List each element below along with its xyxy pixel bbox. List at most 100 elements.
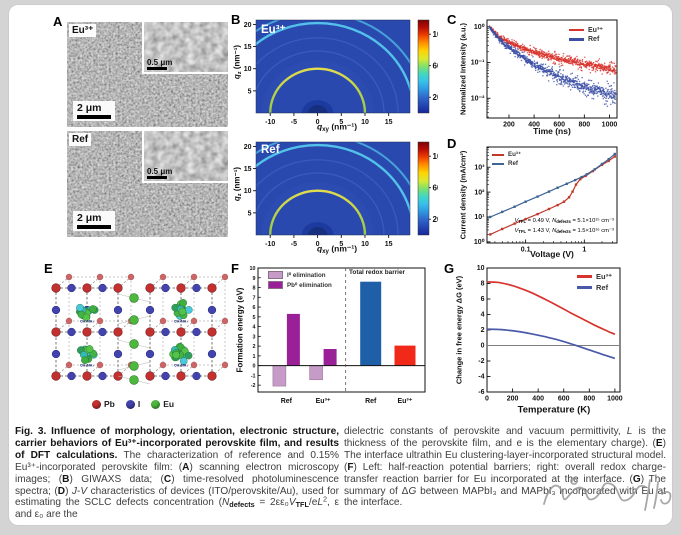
- sem-inset-eu: 0.5 μm: [142, 22, 228, 74]
- panel-a-label: A: [53, 14, 63, 29]
- svg-text:0: 0: [316, 119, 320, 126]
- svg-text:15: 15: [244, 166, 252, 173]
- svg-text:2: 2: [253, 344, 256, 350]
- formation-legend: I⁰ elimination Pb⁰ elimination: [268, 271, 332, 291]
- svg-text:400: 400: [532, 396, 544, 403]
- legend-item: Ref: [569, 36, 603, 43]
- legend-eu: Eu: [151, 399, 174, 409]
- giwaxs-tag-eu: Eu³⁺: [261, 24, 286, 36]
- svg-text:-6: -6: [478, 389, 484, 396]
- giwaxs-ylabel-ref: qz (nm⁻¹): [232, 166, 243, 202]
- svg-text:2: 2: [481, 327, 485, 334]
- trpl-chart: 200 400 600 800 1000 10⁰ 10⁻¹ 10⁻²: [471, 19, 618, 129]
- svg-text:15: 15: [244, 44, 252, 51]
- svg-text:CH₃NH₃: CH₃NH₃: [80, 364, 94, 368]
- svg-text:600: 600: [433, 184, 439, 193]
- ch3nh3-cluster: CH₃NH₃: [171, 299, 193, 324]
- svg-text:10³: 10³: [474, 164, 485, 171]
- trpl-ylabel: Normalized Intensity (a.u.): [458, 23, 468, 115]
- svg-text:-10: -10: [265, 241, 275, 248]
- svg-text:200: 200: [433, 215, 439, 224]
- category-label: Eu³⁺: [316, 398, 331, 405]
- pb-atom-icon: [92, 399, 101, 409]
- svg-text:5: 5: [248, 210, 252, 217]
- svg-text:4: 4: [481, 312, 485, 319]
- svg-text:-1: -1: [251, 373, 256, 379]
- svg-text:5: 5: [253, 315, 256, 321]
- jv-chart: 0.1 1 10⁰ 10¹ 10² 10³: [474, 146, 618, 254]
- svg-text:8: 8: [481, 281, 485, 288]
- series-ref: [489, 152, 616, 219]
- crystal-lattice: CH₃NH₃ CH₃NH₃ CH₃NH₃ CH₃NH₃: [51, 273, 228, 385]
- giwaxs-tag-ref: Ref: [261, 144, 280, 156]
- trpl-xlabel: Time (ns): [533, 126, 571, 136]
- svg-text:1: 1: [582, 247, 586, 254]
- svg-text:15: 15: [385, 241, 393, 248]
- svg-text:1000: 1000: [602, 122, 618, 129]
- jv-xlabel: Voltage (V): [530, 249, 574, 259]
- caption-right-column: dielectric constants of perovskite and v…: [344, 426, 666, 509]
- annotation-eu: VTFL = 0.49 V, Ndefects = 5.1×10¹⁵ cm⁻³: [514, 218, 614, 225]
- svg-text:0: 0: [481, 343, 485, 350]
- svg-text:20: 20: [244, 144, 252, 151]
- svg-text:-10: -10: [265, 119, 275, 126]
- svg-text:5: 5: [248, 88, 252, 95]
- legend-item: Eu³⁺: [569, 26, 603, 34]
- scalebar-eu: 2 μm: [73, 101, 115, 121]
- svg-text:0: 0: [485, 396, 489, 403]
- sem-image-ref: Ref 0.5 μm 2 μm: [67, 131, 228, 237]
- sem-tag-ref: Ref: [69, 133, 92, 146]
- inset-scalebar: 0.5 μm: [147, 58, 172, 70]
- bars: [258, 268, 425, 392]
- panel-c-label: C: [447, 12, 457, 27]
- inset-scalebar: 0.5 μm: [147, 167, 172, 179]
- eu-atom-icon: [151, 399, 161, 409]
- svg-text:600: 600: [433, 62, 439, 71]
- legend-i: I: [125, 399, 140, 409]
- free-energy-xlabel: Temperature (K): [517, 404, 591, 416]
- svg-text:10: 10: [361, 119, 369, 126]
- panel-e-label: E: [44, 261, 53, 276]
- svg-text:-2: -2: [251, 383, 256, 389]
- sem-inset-ref: 0.5 μm: [142, 131, 228, 183]
- legend-item: Pb⁰ elimination: [268, 281, 332, 289]
- formation-energy-chart: -2 -1 0 1 2 3 4 5 6 7 8 9 10 Ref Eu³⁺ Ref Eu³⁺: [250, 266, 426, 405]
- free-energy-legend: Eu³⁺ Ref: [577, 272, 612, 294]
- svg-text:10²: 10²: [474, 189, 485, 196]
- svg-text:CH₃NH₃: CH₃NH₃: [80, 320, 94, 324]
- sem-inset-texture: [144, 22, 228, 72]
- svg-text:8: 8: [253, 286, 256, 292]
- atom-legend: Pb I Eu: [92, 399, 174, 409]
- svg-text:10: 10: [250, 266, 256, 272]
- trpl-legend: Eu³⁺ Ref: [569, 26, 603, 45]
- category-label: Eu³⁺: [397, 398, 412, 405]
- giwaxs-pattern: [256, 142, 410, 235]
- legend-item: Ref: [577, 283, 612, 292]
- panel-g-label: G: [444, 261, 455, 276]
- legend-item: I⁰ elimination: [268, 271, 332, 279]
- total-redox-barrier-label: Total redox barrier: [349, 269, 405, 276]
- crystal-structure-diagram: CH₃NH₃ CH₃NH₃ CH₃NH₃ CH₃NH₃: [51, 273, 228, 385]
- svg-text:10⁻¹: 10⁻¹: [471, 60, 485, 67]
- formation-ylabel: Formation energy (eV): [235, 287, 245, 373]
- svg-text:-2: -2: [478, 358, 484, 365]
- jv-legend: Eu³⁺ Ref: [492, 151, 521, 169]
- svg-text:0: 0: [253, 364, 256, 370]
- svg-text:5: 5: [339, 119, 343, 126]
- giwaxs-plot-eu: -10 -5 0 5 10 15 5 10 15 20 200 600 1000: [244, 19, 439, 126]
- svg-text:10¹: 10¹: [474, 214, 485, 221]
- svg-text:CH₃NH₃: CH₃NH₃: [174, 320, 188, 324]
- svg-text:6: 6: [253, 305, 256, 311]
- svg-text:-5: -5: [291, 119, 297, 126]
- scalebar-ref: 2 μm: [73, 211, 115, 231]
- svg-text:10: 10: [477, 265, 485, 272]
- svg-text:-4: -4: [478, 374, 484, 381]
- ch3nh3-cluster: CH₃NH₃: [75, 303, 99, 324]
- giwaxs-plot-ref: -10 -5 0 5 10 15 5 10 15 20 200 600 1000: [244, 141, 439, 248]
- i-atom-icon: [125, 399, 135, 409]
- giwaxs-ylabel-eu: qz (nm⁻¹): [232, 44, 243, 80]
- ch3nh3-cluster: CH₃NH₃: [169, 343, 193, 368]
- svg-text:200: 200: [503, 122, 515, 129]
- sem-image-eu: Eu³⁺ 0.5 μm 2 μm: [67, 22, 228, 127]
- legend-item: Eu³⁺: [577, 272, 612, 281]
